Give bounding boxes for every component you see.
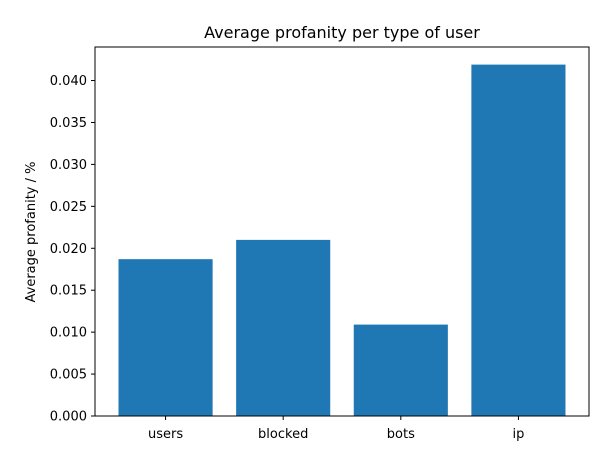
bar-blocked (236, 239, 331, 416)
y-tick-label: 0.035 (50, 116, 87, 131)
x-tick-label: blocked (258, 427, 308, 442)
bars-layer (118, 64, 566, 417)
bar-ip (471, 64, 566, 417)
y-tick-label: 0.005 (50, 368, 87, 383)
y-tick-label: 0.000 (50, 410, 87, 425)
y-tick-label: 0.020 (50, 242, 87, 257)
y-tick-label: 0.040 (50, 74, 87, 89)
y-tick-label: 0.025 (50, 200, 87, 215)
chart-title: Average profanity per type of user (204, 23, 480, 42)
plot-frame (94, 46, 590, 417)
ticks-layer: users blocked bots ip 0.000 0.005 0.010 0.015 0.… (50, 74, 525, 442)
bar-users (118, 259, 213, 416)
y-tick-label: 0.015 (50, 284, 87, 299)
x-tick-label: ip (512, 427, 524, 442)
x-tick-label: bots (387, 427, 415, 442)
y-axis-label: Average profanity / % (24, 162, 39, 303)
y-tick-label: 0.030 (50, 158, 87, 173)
y-tick-label: 0.010 (50, 326, 87, 341)
x-tick-label: users (148, 427, 183, 442)
bar-bots (353, 324, 448, 416)
